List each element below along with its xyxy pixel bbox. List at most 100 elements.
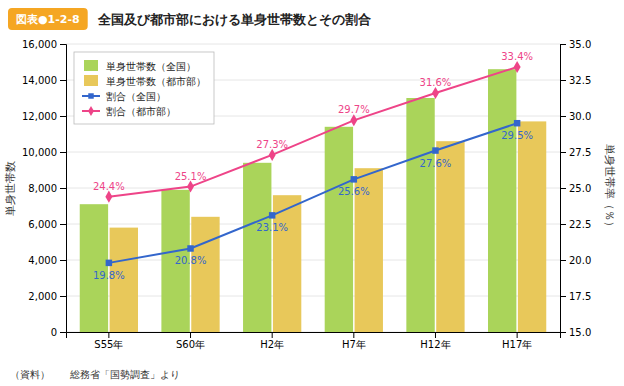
tick-mark [60,188,66,189]
tick-mark [517,332,518,338]
tick-label: 10,000 [22,147,57,158]
tick-mark [560,80,566,81]
legend-label: 単身世帯数（全国） [106,61,196,72]
data-label: 25.6% [338,186,370,197]
bar-series [80,69,517,332]
tick-mark [60,116,66,117]
marker [187,181,194,193]
header: 図表●1-2-8 全国及び都市部における単身世帯数とその割合 [8,8,371,30]
tick: H12年 [420,332,450,350]
marker [187,245,193,251]
tick: 25.0 [560,183,591,194]
tick: 14,000 [22,75,66,86]
tick: 6,000 [28,219,66,230]
bar [488,69,516,332]
tick: 20.0 [560,255,591,266]
tick-mark [560,224,566,225]
tick-label: 15.0 [569,327,591,338]
tick: 30.0 [560,111,591,122]
data-label: 23.1% [256,222,288,233]
tick-label: 2,000 [28,291,57,302]
data-label: 29.5% [501,130,533,141]
bar [191,217,219,332]
data-label: 27.3% [256,139,288,150]
chart-svg: 図表●1-2-8全国及び都市部における単身世帯数とその割合19.8%20.8%2… [0,0,624,386]
grid-line [66,188,560,189]
bar [325,127,353,332]
tick-label: 27.5 [569,147,591,158]
axis-line [60,45,67,333]
tick: H2年 [260,332,284,350]
tick: 16,000 [22,39,66,50]
data-label: 33.4% [501,51,533,62]
tick: 8,000 [28,183,66,194]
tick-mark [108,332,109,338]
tick-label: H12年 [420,339,450,350]
tick-mark [560,260,566,261]
tick-label: 17.5 [569,291,591,302]
data-label: 31.6% [420,77,452,88]
line-series [105,61,520,203]
tick-mark [560,44,566,45]
title: 全国及び都市部における単身世帯数とその割合 [97,12,371,27]
line-series [106,120,521,266]
tick-label: 8,000 [28,183,57,194]
header-label: 図表●1-2-8 [16,13,80,26]
data-label: 24.4% [93,181,125,192]
tick-mark [60,152,66,153]
marker [514,61,521,73]
tick: 22.5 [560,219,591,230]
marker [514,120,520,126]
legend-swatch [84,60,98,71]
marker [105,191,112,203]
data-label: 25.1% [175,171,207,182]
axis-line [67,333,561,339]
tick: S55年 [94,332,123,350]
bar [406,98,434,332]
data-labels: 19.8%20.8%23.1%25.6%27.6%29.5%24.4%25.1%… [93,51,533,281]
tick-mark [60,44,66,45]
bar [80,204,108,332]
marker [350,114,357,126]
tick: 32.5 [560,75,591,86]
line [109,123,517,263]
tick-label: 20.0 [569,255,591,266]
legend-label: 単身世帯数（都市部） [106,76,206,87]
tick: 0 [51,327,66,338]
tick-label: 12,000 [22,111,57,122]
bar [436,141,464,332]
tick-mark [272,332,273,338]
tick-mark [435,332,436,338]
data-label: 27.6% [420,158,452,169]
tick: H7年 [342,332,366,350]
grid-line [66,152,560,153]
tick-label: 30.0 [569,111,591,122]
legend-frame [74,52,214,124]
bar-series [110,121,547,332]
source-note: （資料） 総務省「国勢調査」より [10,369,180,380]
tick-mark [353,332,354,338]
tick-label: 4,000 [28,255,57,266]
y2-axis-title: 単身世帯率（％） [603,144,616,232]
tick-mark [60,332,66,333]
tick-label: 0 [51,327,57,338]
legend-label: 割合（全国） [106,91,166,102]
legend-item: 単身世帯数（全国） [84,60,196,72]
y2-axis: 15.017.520.022.525.027.530.032.535.0 [560,39,591,338]
marks [80,61,547,332]
tick-label: H2年 [260,339,284,350]
bar [518,121,546,332]
legend-swatch [88,106,94,116]
tick-label: H7年 [342,339,366,350]
marker [432,147,438,153]
tick: H17年 [502,332,532,350]
legend: 単身世帯数（全国）単身世帯数（都市部）割合（全国）割合（都市部） [74,52,214,124]
legend-swatch [88,93,93,98]
bar [273,195,301,332]
tick: 15.0 [560,327,591,338]
tick: S60年 [176,332,205,350]
tick: 17.5 [560,291,591,302]
tick: 27.5 [560,147,591,158]
tick-mark [560,116,566,117]
data-label: 20.8% [175,255,207,266]
